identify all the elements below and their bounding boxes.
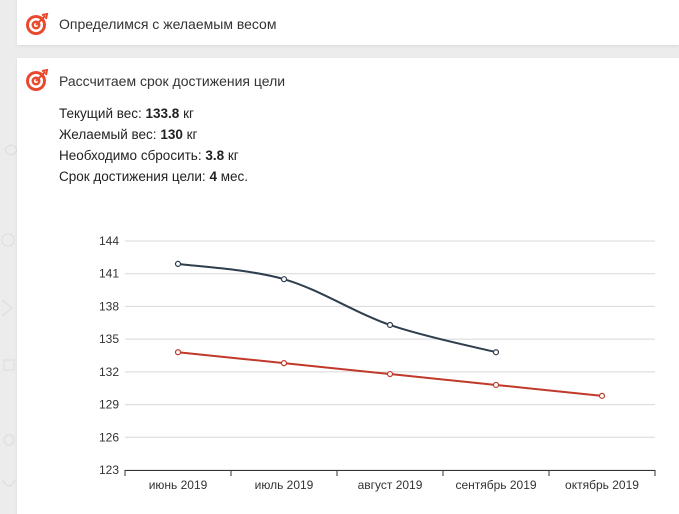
weight-chart: 144 141 138 135 132 129 126 123 июнь 2019 июль 20… xyxy=(99,234,656,492)
x-tick-label: август 2019 xyxy=(358,478,423,492)
data-point xyxy=(174,260,182,267)
y-tick-label: 144 xyxy=(99,234,119,248)
y-tick-label: 129 xyxy=(99,398,119,412)
data-point xyxy=(280,360,288,367)
data-point xyxy=(492,349,500,356)
goal-term-card: Рассчитаем срок достижения цели Текущий … xyxy=(17,58,679,514)
data-point xyxy=(280,276,288,283)
target-icon xyxy=(26,68,49,91)
y-tick-label: 135 xyxy=(99,332,119,346)
y-tick-label: 138 xyxy=(99,299,119,313)
x-tick-label: июль 2019 xyxy=(255,478,314,492)
current-weight: Текущий вес: 133.8 кг xyxy=(59,106,194,121)
data-point xyxy=(386,370,394,378)
data-point xyxy=(492,381,500,389)
y-tick-label: 132 xyxy=(99,365,119,379)
x-tick-label: сентябрь 2019 xyxy=(455,478,536,492)
target-icon xyxy=(26,12,49,35)
data-point xyxy=(386,321,394,329)
card-title: Рассчитаем срок достижения цели xyxy=(59,73,286,89)
stats-list: Текущий вес: 133.8 кг Желаемый вес: 130 … xyxy=(59,103,248,187)
data-point xyxy=(598,392,606,399)
weight-to-lose: Необходимо сбросить: 3.8 кг xyxy=(59,148,239,163)
data-point xyxy=(174,349,182,356)
card-title: Определимся с желаемым весом xyxy=(59,16,277,32)
goal-term: Срок достижения цели: 4 мес. xyxy=(59,169,249,184)
x-tick-label: октябрь 2019 xyxy=(565,478,639,492)
desired-weight-card[interactable]: Определимся с желаемым весом xyxy=(17,0,679,45)
desired-weight: Желаемый вес: 130 кг xyxy=(59,127,198,142)
y-tick-label: 123 xyxy=(99,463,119,477)
series-line-1 xyxy=(177,262,497,354)
x-tick-label: июнь 2019 xyxy=(149,478,208,492)
y-tick-label: 126 xyxy=(99,430,119,444)
y-tick-label: 141 xyxy=(99,267,119,281)
